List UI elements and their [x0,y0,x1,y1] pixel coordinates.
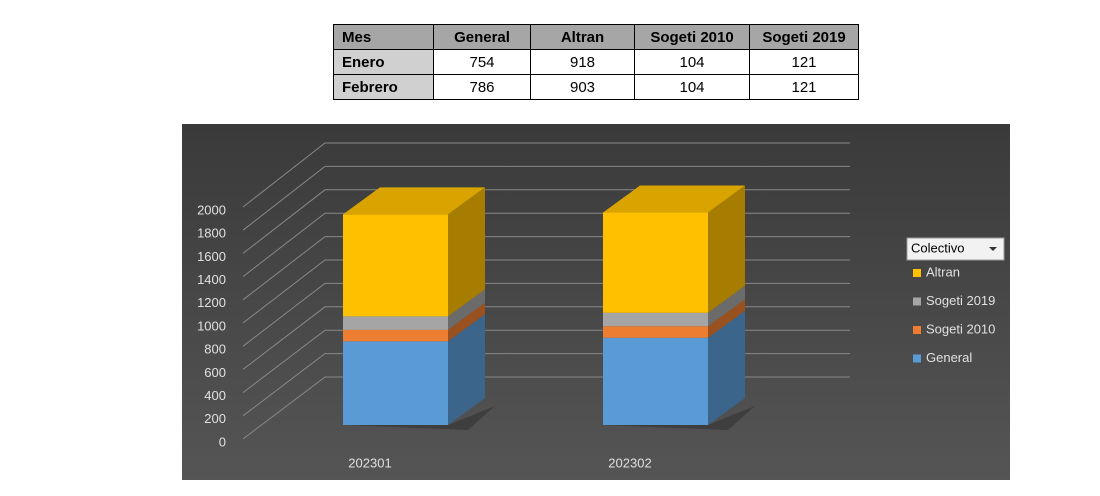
legend-swatch [913,297,921,306]
bar-segment [343,214,448,317]
table-cell: 121 [749,49,859,75]
table-row: Febrero 786 903 104 121 [333,74,859,100]
y-tick-label: 1800 [197,226,226,241]
x-tick-label: 202302 [608,455,651,470]
legend-label: Sogeti 2010 [926,321,995,336]
bar-side [708,310,745,425]
bar-segment [343,341,448,425]
header-cell: Sogeti 2010 [634,24,750,50]
legend-swatch [913,269,921,277]
data-table: Mes General Altran Sogeti 2010 Sogeti 2019 En… [333,24,859,100]
bar-side [708,299,745,338]
bar-shadow [603,406,755,430]
x-tick-label: 202301 [348,455,391,470]
bar-segment [603,212,708,313]
bar-segment [603,337,708,425]
bar-segment [603,312,708,327]
table-cell: 121 [749,74,859,100]
bar-shadow [343,406,495,430]
bar-side [708,285,745,327]
y-tick-label: 600 [204,365,226,380]
bar-segment [343,316,448,330]
bar-side [708,185,745,313]
table-cell: Febrero [333,74,434,100]
legend-swatch [913,354,921,363]
y-tick-label: 1600 [197,249,226,264]
bar-segment [603,326,708,338]
bar-side [448,314,485,425]
table-cell: 918 [530,49,635,75]
dropdown-arrow[interactable] [989,247,997,251]
y-tick-label: 800 [204,342,226,357]
bar-side [448,302,485,342]
table-cell: 754 [433,49,531,75]
table-row: Enero 754 918 104 121 [333,49,859,75]
y-tick-label: 400 [204,388,226,403]
y-tick-label: 0 [219,434,226,449]
header-cell: Sogeti 2019 [749,24,859,50]
legend-label: Sogeti 2019 [926,293,995,308]
table-cell: Enero [333,49,434,75]
bar-side [448,289,485,330]
legend-label: General [926,350,972,365]
legend-swatch [913,326,921,334]
table-cell: 104 [634,74,750,100]
y-tick-label: 1400 [197,272,226,287]
y-tick-label: 1200 [197,295,226,310]
legend-filter[interactable]: Colectivo [906,237,1005,261]
bar-segment [343,329,448,342]
bar-top [343,187,485,215]
header-cell: Mes [333,24,434,50]
grid-line [242,142,850,208]
legend-label: Altran [926,264,960,279]
bar-top [603,185,745,213]
legend-title: Colectivo [911,240,964,255]
grid-line [242,165,850,231]
y-tick-label: 1000 [197,318,226,333]
table-cell: 903 [530,74,635,100]
chart-area [182,124,1010,480]
table-cell: 104 [634,49,750,75]
y-tick-label: 2000 [197,202,226,217]
y-tick-label: 200 [204,411,226,426]
header-row: Mes General Altran Sogeti 2010 Sogeti 2019 [333,24,859,50]
legend-filter-box[interactable] [906,237,1005,261]
bar-side [448,187,485,317]
